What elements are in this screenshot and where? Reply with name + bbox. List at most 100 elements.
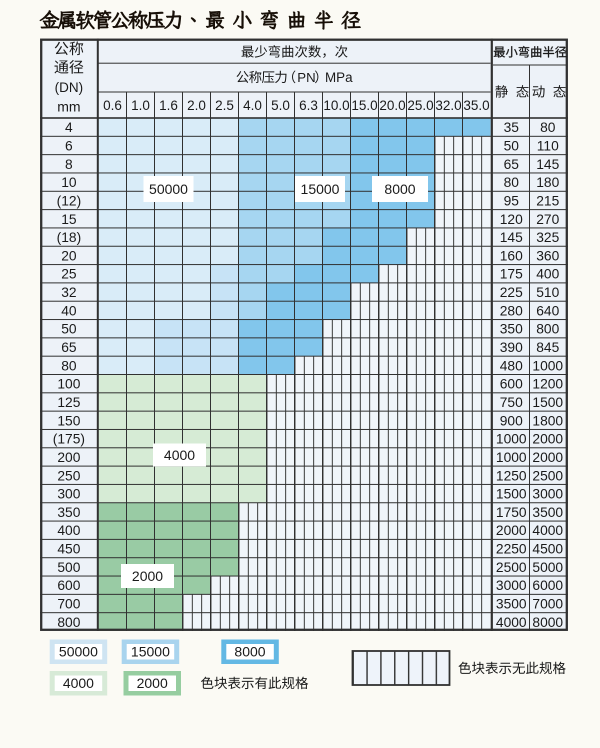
svg-text:80: 80 <box>540 120 556 135</box>
svg-text:40: 40 <box>61 303 77 318</box>
svg-text:32.0: 32.0 <box>435 98 461 113</box>
svg-text:4000: 4000 <box>532 523 563 538</box>
svg-text:7000: 7000 <box>532 597 563 612</box>
svg-text:25: 25 <box>61 267 77 282</box>
svg-text:1000: 1000 <box>532 358 563 373</box>
svg-text:65: 65 <box>61 340 77 355</box>
svg-text:4000: 4000 <box>496 615 527 630</box>
svg-text:800: 800 <box>57 615 80 630</box>
svg-text:80: 80 <box>61 358 77 373</box>
svg-text:800: 800 <box>536 322 559 337</box>
svg-text:2000: 2000 <box>532 432 563 447</box>
svg-text:110: 110 <box>537 138 559 153</box>
svg-text:8000: 8000 <box>384 181 415 197</box>
svg-text:270: 270 <box>536 212 559 227</box>
svg-text:4.0: 4.0 <box>243 98 262 113</box>
svg-text:50: 50 <box>61 322 77 337</box>
svg-text:(DN): (DN) <box>55 80 84 95</box>
svg-text:35: 35 <box>504 120 520 135</box>
svg-text:350: 350 <box>57 505 80 520</box>
svg-text:700: 700 <box>57 597 80 612</box>
svg-text:2000: 2000 <box>496 523 527 538</box>
svg-text:95: 95 <box>504 193 520 208</box>
svg-text:8000: 8000 <box>532 615 563 630</box>
svg-text:1.0: 1.0 <box>131 98 150 113</box>
svg-text:10: 10 <box>61 175 77 190</box>
svg-text:15.0: 15.0 <box>351 98 377 113</box>
svg-text:225: 225 <box>500 285 523 300</box>
svg-text:15000: 15000 <box>131 644 170 660</box>
svg-text:100: 100 <box>57 377 80 392</box>
svg-text:35.0: 35.0 <box>463 98 489 113</box>
svg-text:2.0: 2.0 <box>187 98 206 113</box>
svg-text:2000: 2000 <box>137 675 168 691</box>
svg-text:MPa: MPa <box>325 70 353 85</box>
svg-text:4: 4 <box>65 120 73 135</box>
svg-text:180: 180 <box>536 175 559 190</box>
svg-text:3000: 3000 <box>496 578 527 593</box>
svg-text:3500: 3500 <box>496 597 527 612</box>
svg-text:65: 65 <box>504 157 520 172</box>
svg-text:32: 32 <box>61 285 76 300</box>
svg-text:360: 360 <box>536 248 559 263</box>
svg-text:6: 6 <box>65 138 73 153</box>
svg-text:160: 160 <box>500 248 523 263</box>
svg-text:145: 145 <box>500 230 523 245</box>
svg-text:2250: 2250 <box>496 542 527 557</box>
svg-text:2000: 2000 <box>132 568 163 584</box>
svg-text:20: 20 <box>61 248 77 263</box>
svg-text:6000: 6000 <box>532 578 563 593</box>
svg-text:600: 600 <box>500 377 523 392</box>
svg-text:640: 640 <box>536 303 559 318</box>
svg-text:900: 900 <box>500 413 523 428</box>
svg-text:20.0: 20.0 <box>379 98 405 113</box>
svg-text:10.0: 10.0 <box>323 98 349 113</box>
svg-text:400: 400 <box>536 267 559 282</box>
svg-text:4000: 4000 <box>63 675 94 691</box>
svg-text:8000: 8000 <box>234 644 265 660</box>
svg-text:50: 50 <box>504 138 520 153</box>
svg-text:280: 280 <box>500 303 523 318</box>
svg-text:1500: 1500 <box>532 395 563 410</box>
svg-text:15000: 15000 <box>301 181 340 197</box>
svg-text:150: 150 <box>57 413 80 428</box>
svg-text:1750: 1750 <box>496 505 527 520</box>
svg-text:500: 500 <box>57 560 80 575</box>
svg-text:1.6: 1.6 <box>159 98 178 113</box>
svg-text:50000: 50000 <box>59 644 98 660</box>
svg-text:5000: 5000 <box>532 560 563 575</box>
svg-text:4000: 4000 <box>164 447 195 463</box>
svg-text:145: 145 <box>536 157 559 172</box>
svg-text:5.0: 5.0 <box>271 98 290 113</box>
svg-text:600: 600 <box>57 578 80 593</box>
svg-text:1800: 1800 <box>532 413 563 428</box>
svg-text:3500: 3500 <box>532 505 563 520</box>
svg-text:1500: 1500 <box>496 487 527 502</box>
svg-text:8: 8 <box>65 157 73 172</box>
svg-text:(18): (18) <box>57 230 82 245</box>
svg-text:300: 300 <box>57 487 80 502</box>
svg-text:325: 325 <box>536 230 559 245</box>
svg-text:mm: mm <box>57 99 80 115</box>
svg-text:750: 750 <box>500 395 523 410</box>
svg-text:80: 80 <box>504 175 520 190</box>
svg-text:845: 845 <box>536 340 559 355</box>
svg-text:15: 15 <box>61 212 77 227</box>
svg-text:2500: 2500 <box>532 468 563 483</box>
svg-text:50000: 50000 <box>149 181 188 197</box>
svg-text:250: 250 <box>57 468 80 483</box>
svg-text:125: 125 <box>57 395 80 410</box>
svg-text:1200: 1200 <box>532 377 563 392</box>
svg-text:2000: 2000 <box>532 450 563 465</box>
svg-text:450: 450 <box>57 542 80 557</box>
svg-text:PN: PN <box>297 70 315 85</box>
svg-text:0.6: 0.6 <box>103 98 122 113</box>
svg-text:215: 215 <box>536 193 559 208</box>
svg-text:200: 200 <box>57 450 80 465</box>
svg-text:2.5: 2.5 <box>215 98 234 113</box>
svg-text:1250: 1250 <box>496 468 527 483</box>
svg-text:4500: 4500 <box>532 542 563 557</box>
svg-text:(175): (175) <box>53 432 85 447</box>
svg-text:510: 510 <box>536 285 559 300</box>
svg-text:400: 400 <box>57 523 80 538</box>
